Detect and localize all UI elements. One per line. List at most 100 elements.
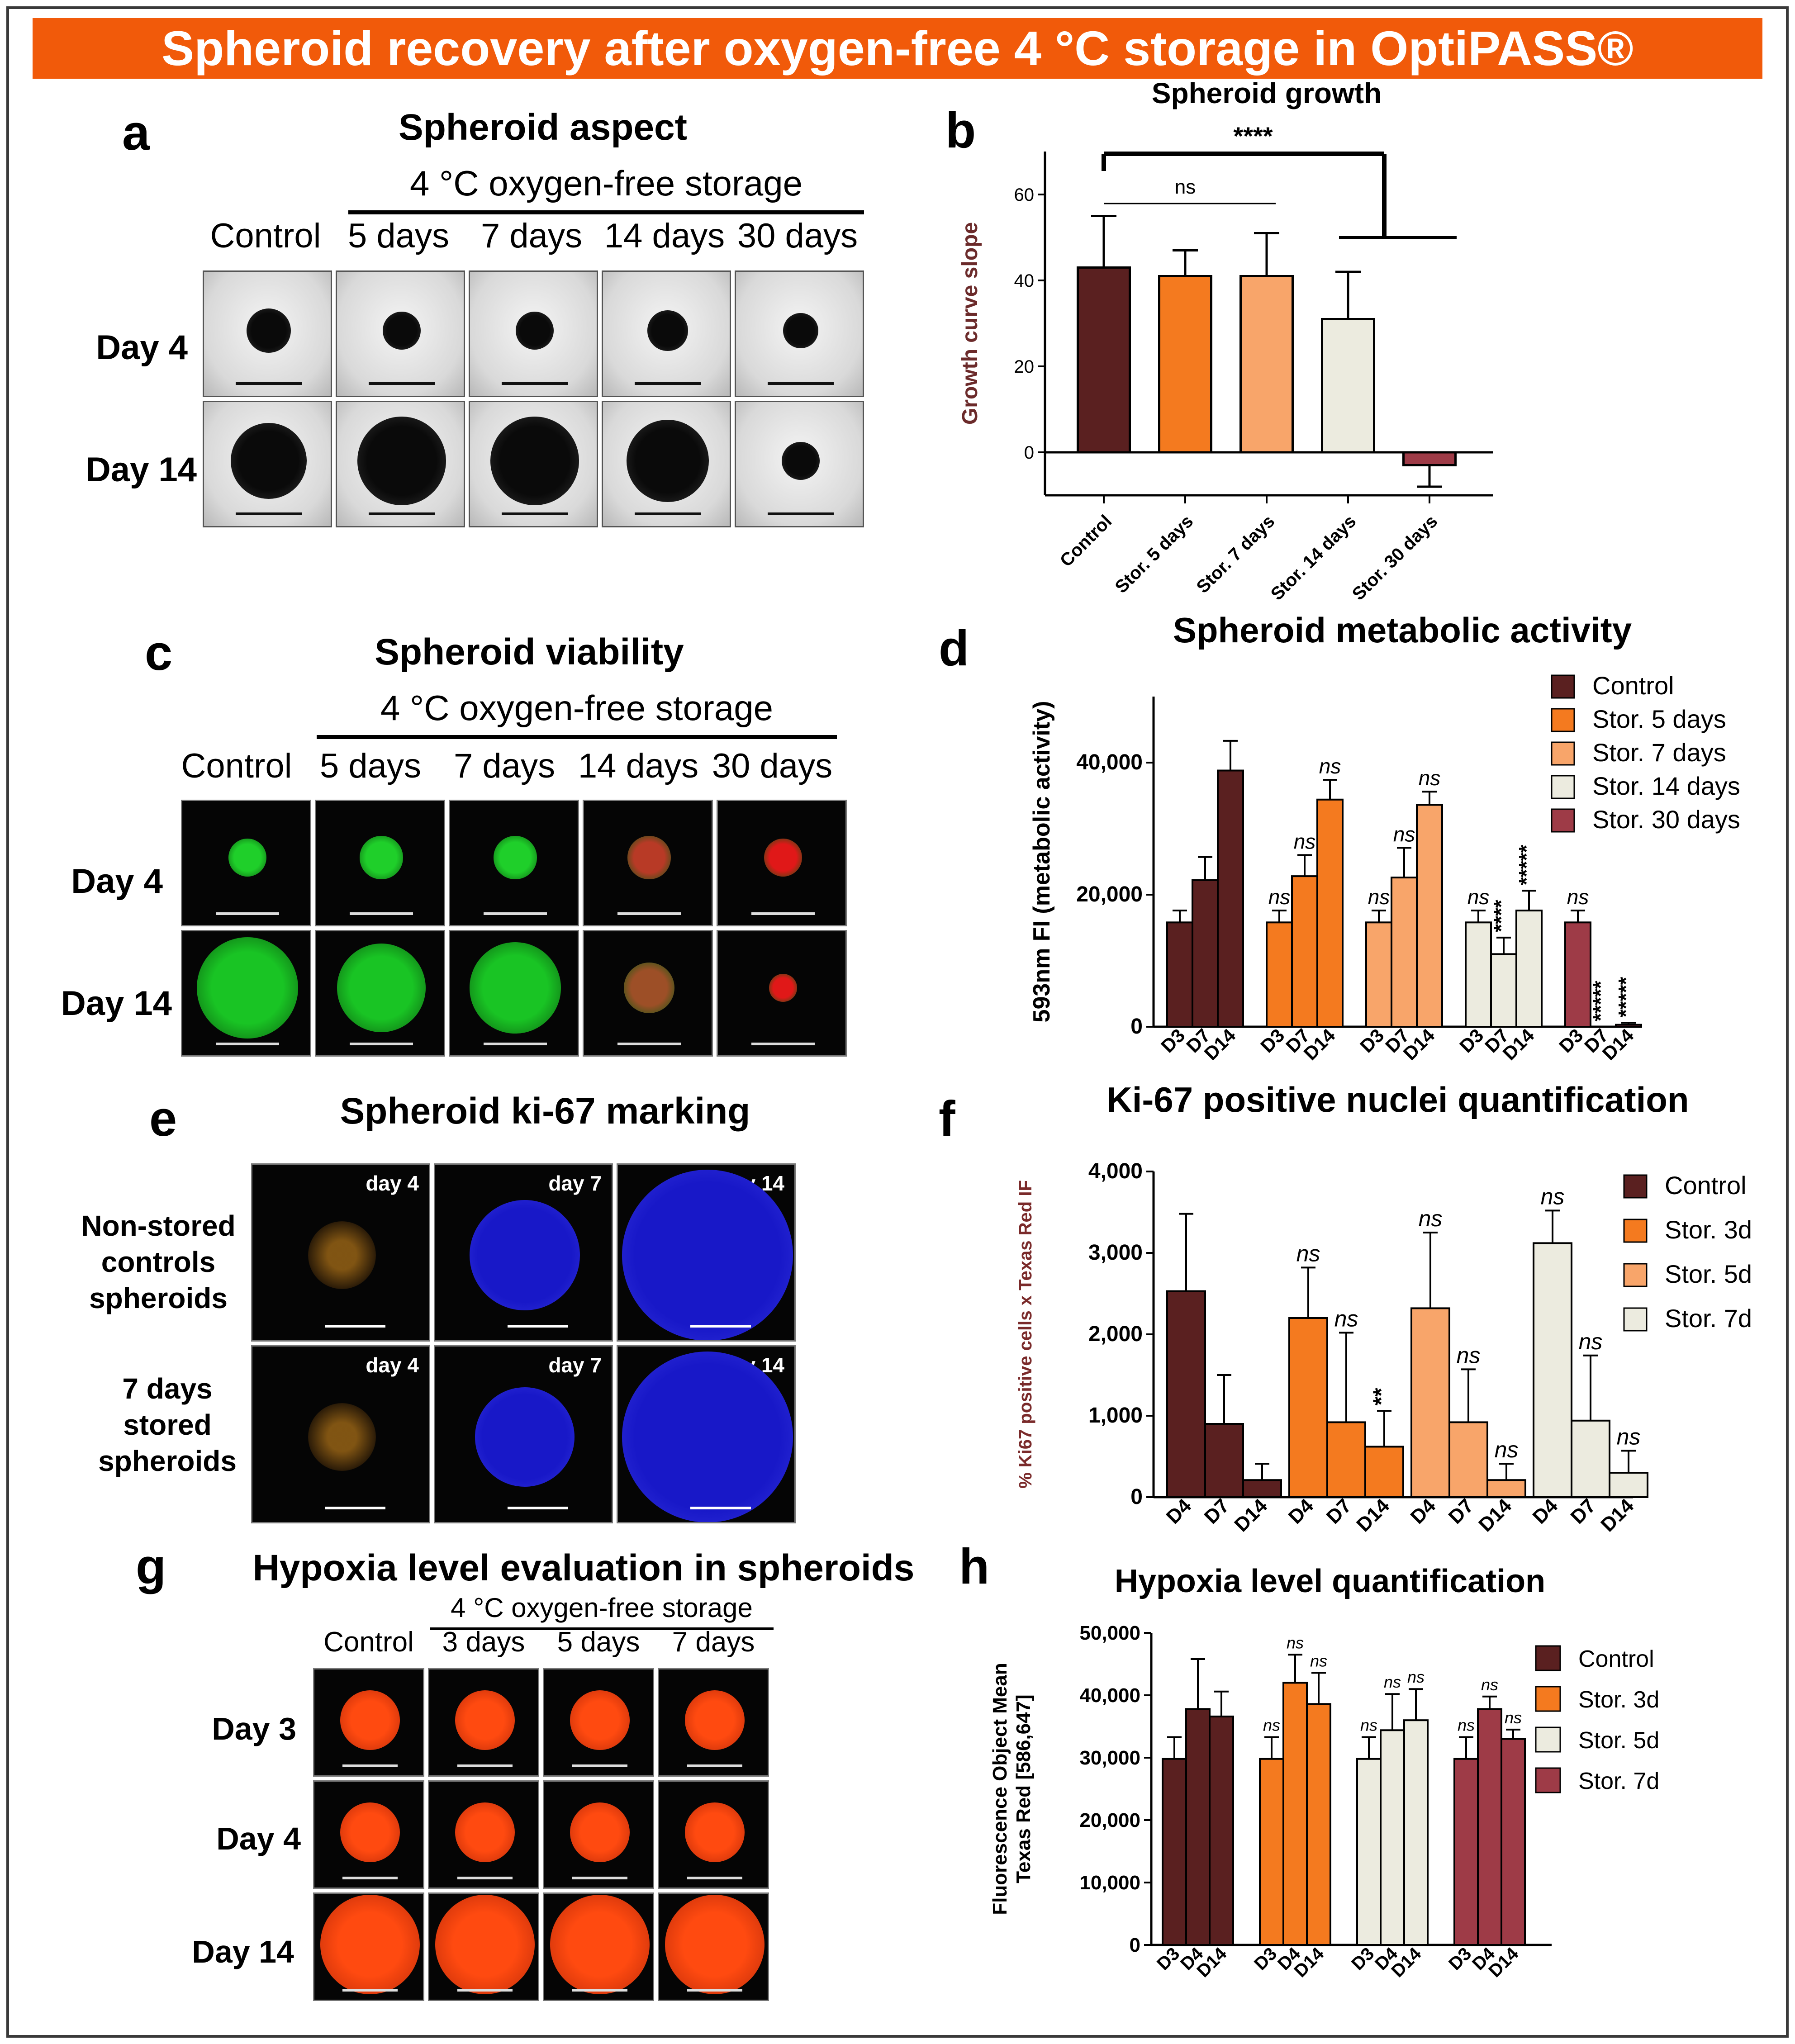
hypoxia-image bbox=[313, 1892, 424, 2001]
bar bbox=[1365, 921, 1392, 1028]
significance-mark: ns bbox=[1505, 1708, 1522, 1727]
legend-label: Stor. 3d bbox=[1578, 1687, 1659, 1713]
scale-bar bbox=[768, 382, 834, 385]
brightfield-image bbox=[203, 401, 332, 527]
scale-bar bbox=[635, 512, 701, 515]
x-tick-label: D14 bbox=[1193, 1944, 1231, 1982]
y-tick-label: 30,000 bbox=[1079, 1747, 1140, 1769]
spheroid bbox=[516, 312, 554, 350]
spheroid bbox=[685, 1802, 745, 1862]
fluorescence-image bbox=[717, 930, 847, 1057]
x-tick-label: D14 bbox=[1474, 1494, 1516, 1536]
spheroid bbox=[665, 1894, 765, 1995]
spheroid bbox=[647, 310, 688, 351]
x-tick-label: D14 bbox=[1598, 1024, 1638, 1064]
spheroid bbox=[320, 1894, 420, 1995]
significance-mark: ns bbox=[1567, 885, 1589, 909]
column-header: 5 days bbox=[320, 747, 421, 785]
significance-mark: ns bbox=[1294, 830, 1316, 853]
panel-g-row-label: Day 14 bbox=[192, 1934, 294, 1969]
spheroid bbox=[357, 417, 446, 505]
x-tick-label: Stor. 14 days bbox=[1267, 511, 1360, 604]
x-tick-label: D14 bbox=[1300, 1024, 1339, 1064]
bar bbox=[1380, 1729, 1405, 1946]
legend-swatch bbox=[1551, 674, 1575, 699]
y-tick-label: 20,000 bbox=[1079, 1809, 1140, 1831]
legend-label: Stor. 5d bbox=[1665, 1260, 1752, 1288]
x-tick-label: D14 bbox=[1200, 1024, 1240, 1064]
panel-c-row-label: Day 14 bbox=[61, 984, 172, 1023]
column-header: 5 days bbox=[557, 1627, 640, 1658]
significance-mark: ns bbox=[1541, 1184, 1565, 1209]
scale-bar bbox=[457, 1877, 513, 1879]
legend-label: Stor. 5d bbox=[1578, 1727, 1659, 1754]
ki67-image: day 7 bbox=[434, 1163, 613, 1342]
panel-c-storage-header: 4 °C oxygen-free storage bbox=[380, 688, 773, 728]
scale-bar bbox=[768, 512, 834, 515]
column-header: Control bbox=[181, 747, 292, 785]
hypoxia-image bbox=[428, 1780, 539, 1889]
scale-bar bbox=[369, 512, 435, 515]
column-header: 30 days bbox=[712, 747, 833, 785]
x-tick-label: Stor. 5 days bbox=[1111, 511, 1197, 597]
scale-bar bbox=[572, 1877, 627, 1879]
legend-swatch bbox=[1551, 808, 1575, 833]
bar bbox=[1266, 921, 1293, 1028]
significance-mark: ns bbox=[1393, 822, 1415, 846]
scale-bar bbox=[342, 1877, 398, 1879]
column-header: 14 days bbox=[578, 747, 699, 785]
hypoxia-image bbox=[428, 1892, 539, 2001]
x-tick-label: D14 bbox=[1230, 1494, 1272, 1536]
scale-bar bbox=[617, 1043, 681, 1045]
significance-label: ns bbox=[1175, 176, 1196, 198]
spheroid bbox=[231, 423, 307, 499]
column-header: 30 days bbox=[737, 217, 858, 255]
legend-swatch bbox=[1623, 1263, 1648, 1287]
significance-mark: ns bbox=[1319, 754, 1341, 778]
legend-swatch bbox=[1535, 1767, 1561, 1793]
fluorescence-image bbox=[583, 930, 713, 1057]
legend-swatch bbox=[1623, 1219, 1648, 1243]
scale-bar bbox=[236, 512, 302, 515]
bar bbox=[1321, 318, 1375, 454]
scale-bar bbox=[751, 1043, 815, 1045]
spheroid bbox=[475, 1387, 575, 1487]
panel-a-letter: a bbox=[122, 105, 150, 161]
bar bbox=[1609, 1472, 1648, 1498]
day-tag: day 7 bbox=[548, 1353, 602, 1377]
spheroid bbox=[455, 1802, 515, 1862]
legend-label: Stor. 7d bbox=[1578, 1768, 1659, 1794]
hypoxia-image bbox=[543, 1892, 654, 2001]
spheroid bbox=[228, 839, 266, 877]
brightfield-image bbox=[203, 270, 332, 397]
legend-label: Stor. 14 days bbox=[1592, 772, 1740, 800]
brightfield-image bbox=[469, 401, 598, 527]
spheroid bbox=[769, 974, 797, 1002]
legend-label: Stor. 3d bbox=[1665, 1215, 1752, 1244]
ki67-image: day 4 bbox=[251, 1345, 430, 1523]
brightfield-image bbox=[336, 401, 465, 527]
significance-mark: ns bbox=[1384, 1673, 1401, 1691]
significance-mark: ***** bbox=[1614, 977, 1638, 1018]
day-tag: day 7 bbox=[548, 1171, 602, 1195]
scale-bar bbox=[484, 912, 547, 915]
bar bbox=[1192, 879, 1219, 1028]
bar bbox=[1282, 1682, 1308, 1946]
hypoxia-image bbox=[313, 1780, 424, 1889]
bar bbox=[1571, 1419, 1610, 1498]
scale-bar bbox=[502, 382, 568, 385]
y-tick-label: 20,000 bbox=[1076, 882, 1143, 906]
legend-swatch bbox=[1551, 775, 1575, 799]
x-tick-label: D7 bbox=[1567, 1494, 1600, 1528]
panel-f-chart: Ki-67 positive nuclei quantification 0 1,0… bbox=[1016, 1081, 1752, 1536]
spheroid bbox=[337, 944, 426, 1032]
legend-swatch bbox=[1535, 1726, 1561, 1753]
hypoxia-image bbox=[543, 1668, 654, 1777]
significance-mark: ns bbox=[1457, 1342, 1481, 1368]
panel-a-header-rule bbox=[348, 210, 864, 214]
y-tick-label: 0 bbox=[1130, 1934, 1140, 1956]
fluorescence-image bbox=[449, 930, 579, 1057]
bar bbox=[1477, 1708, 1502, 1946]
bar bbox=[1166, 921, 1193, 1028]
x-tick-label: D14 bbox=[1485, 1944, 1523, 1982]
